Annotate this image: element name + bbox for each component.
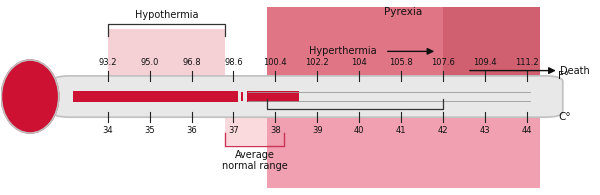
Text: Hypothermia: Hypothermia bbox=[134, 10, 198, 20]
Text: Death: Death bbox=[560, 66, 590, 76]
Text: Average
normal range: Average normal range bbox=[221, 150, 287, 171]
Bar bbox=[267, 7, 539, 188]
Text: 98.6: 98.6 bbox=[224, 58, 243, 67]
Text: F°: F° bbox=[558, 71, 569, 81]
Text: 34: 34 bbox=[103, 126, 113, 135]
FancyBboxPatch shape bbox=[52, 76, 563, 117]
Text: 107.6: 107.6 bbox=[431, 58, 455, 67]
Text: 111.2: 111.2 bbox=[515, 58, 539, 67]
Text: 100.4: 100.4 bbox=[263, 58, 287, 67]
Text: 41: 41 bbox=[396, 126, 406, 135]
Text: C°: C° bbox=[558, 112, 571, 122]
Text: 35: 35 bbox=[145, 126, 155, 135]
Bar bbox=[225, 83, 284, 144]
Bar bbox=[267, 7, 443, 113]
Bar bbox=[107, 29, 225, 83]
Text: 38: 38 bbox=[270, 126, 281, 135]
Text: 43: 43 bbox=[480, 126, 490, 135]
Text: 44: 44 bbox=[521, 126, 532, 135]
Text: Pyrexia: Pyrexia bbox=[384, 7, 422, 17]
Ellipse shape bbox=[1, 60, 59, 133]
Bar bbox=[73, 91, 299, 102]
Text: 39: 39 bbox=[312, 126, 323, 135]
Bar bbox=[241, 92, 243, 101]
Text: 36: 36 bbox=[186, 126, 197, 135]
Text: 105.8: 105.8 bbox=[389, 58, 413, 67]
Text: 93.2: 93.2 bbox=[98, 58, 117, 67]
Text: 104: 104 bbox=[352, 58, 367, 67]
Text: 102.2: 102.2 bbox=[305, 58, 329, 67]
Text: 95.0: 95.0 bbox=[140, 58, 159, 67]
Text: 40: 40 bbox=[354, 126, 364, 135]
Bar bbox=[238, 83, 247, 111]
Text: Hyperthermia: Hyperthermia bbox=[309, 46, 377, 56]
Bar bbox=[443, 7, 539, 113]
Text: 109.4: 109.4 bbox=[473, 58, 497, 67]
Text: 96.8: 96.8 bbox=[182, 58, 201, 67]
Text: 37: 37 bbox=[228, 126, 239, 135]
Bar bbox=[107, 83, 225, 110]
Text: 42: 42 bbox=[438, 126, 448, 135]
